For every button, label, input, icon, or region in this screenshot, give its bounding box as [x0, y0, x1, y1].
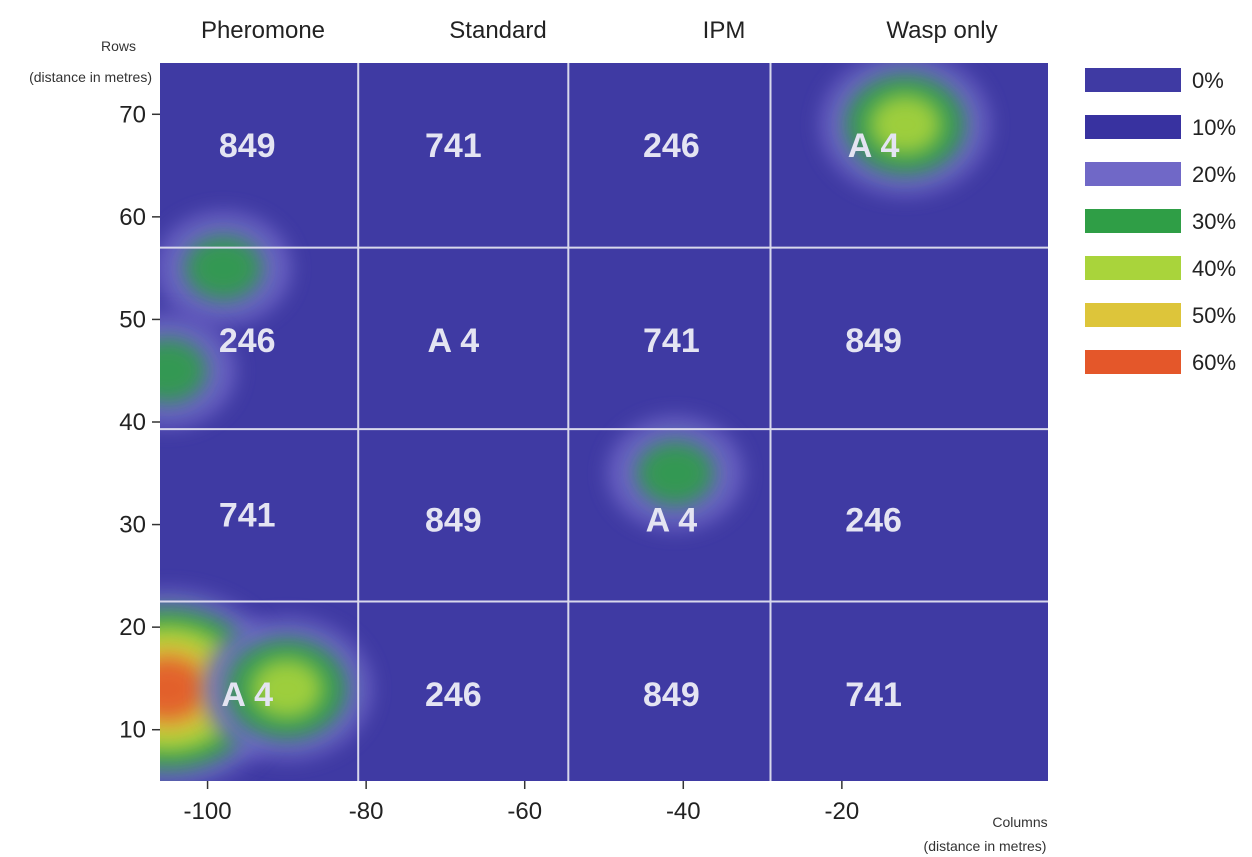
- block-labels: 849 741 246 A 4 246 A 4 741 849 741 849 A 4 246 A 4 2…: [219, 127, 902, 714]
- hotspot-4: [160, 314, 236, 427]
- block-label: A 4: [646, 501, 698, 539]
- block-label: 741: [845, 676, 902, 714]
- column-header-standard: Standard: [449, 17, 546, 44]
- y-tick-label: 40: [119, 409, 146, 436]
- hotspot-ring: [868, 94, 942, 155]
- block-label: 849: [219, 127, 276, 165]
- hotspot-ring: [160, 338, 207, 403]
- legend-label: 30%: [1192, 209, 1236, 234]
- block-label: 246: [425, 676, 482, 714]
- column-header-ipm: IPM: [703, 17, 746, 44]
- legend-swatch: [1085, 68, 1181, 92]
- hotspot-ring: [184, 235, 263, 301]
- hotspot-5: [608, 417, 743, 530]
- legend-swatch: [1085, 256, 1181, 280]
- hotspot-3: [160, 212, 291, 325]
- x-tick-label: -40: [666, 798, 701, 825]
- block-label: 246: [643, 127, 700, 165]
- plot-area: 849 741 246 A 4 246 A 4 741 849 741 849 A 4 246 A 4 2…: [160, 63, 1048, 781]
- legend-label: 60%: [1192, 350, 1236, 375]
- y-tick-label: 50: [119, 306, 146, 333]
- block-label: 849: [845, 322, 902, 360]
- y-tick-label: 70: [119, 101, 146, 128]
- x-tick-label: -80: [349, 798, 384, 825]
- y-axis-ticks: 70 60 50 40 30 20 10: [119, 101, 160, 744]
- block-label: A 4: [848, 127, 900, 165]
- hotspot-ring: [250, 658, 324, 720]
- x-tick-label: -60: [507, 798, 542, 825]
- block-label: A 4: [428, 322, 480, 360]
- block-label: 741: [219, 496, 276, 534]
- row-axis-title: Rows: [101, 38, 136, 54]
- legend-swatch: [1085, 115, 1181, 139]
- block-label: 849: [425, 501, 482, 539]
- legend-label: 10%: [1192, 115, 1236, 140]
- block-label: 246: [845, 501, 902, 539]
- x-tick-label: -20: [825, 798, 860, 825]
- hotspot-2: [202, 618, 371, 759]
- legend-swatch: [1085, 162, 1181, 186]
- legend-label: 0%: [1192, 68, 1224, 93]
- block-label: 849: [643, 676, 700, 714]
- y-tick-label: 10: [119, 717, 146, 744]
- legend-label: 40%: [1192, 256, 1236, 281]
- column-axis-title: Columns: [992, 814, 1047, 830]
- legend-swatch: [1085, 209, 1181, 233]
- y-tick-label: 20: [119, 614, 146, 641]
- plot-grid: [160, 63, 1048, 781]
- legend-label: 20%: [1192, 162, 1236, 187]
- legend-swatch: [1085, 350, 1181, 374]
- x-axis-ticks: -100 -80 -60 -40 -20: [184, 781, 860, 825]
- legend-label: 50%: [1192, 303, 1236, 328]
- legend: 0% 10% 20% 30% 40% 50% 60%: [1085, 68, 1236, 375]
- legend-swatch: [1085, 303, 1181, 327]
- hotspot-ring: [636, 441, 714, 506]
- block-label: 741: [643, 322, 700, 360]
- column-header-pheromone: Pheromone: [201, 17, 325, 44]
- hotspot-ring: [160, 657, 206, 721]
- column-axis-subtitle: (distance in metres): [924, 838, 1047, 854]
- row-axis-subtitle: (distance in metres): [29, 69, 152, 85]
- y-tick-label: 30: [119, 512, 146, 539]
- hotspots-layer: [160, 63, 990, 781]
- hotspot-6: [821, 63, 990, 195]
- column-header-wasp-only: Wasp only: [886, 17, 997, 44]
- x-tick-label: -100: [184, 798, 232, 825]
- block-label: 741: [425, 127, 482, 165]
- y-tick-label: 60: [119, 204, 146, 231]
- block-label: A 4: [221, 676, 273, 714]
- block-label: 246: [219, 322, 276, 360]
